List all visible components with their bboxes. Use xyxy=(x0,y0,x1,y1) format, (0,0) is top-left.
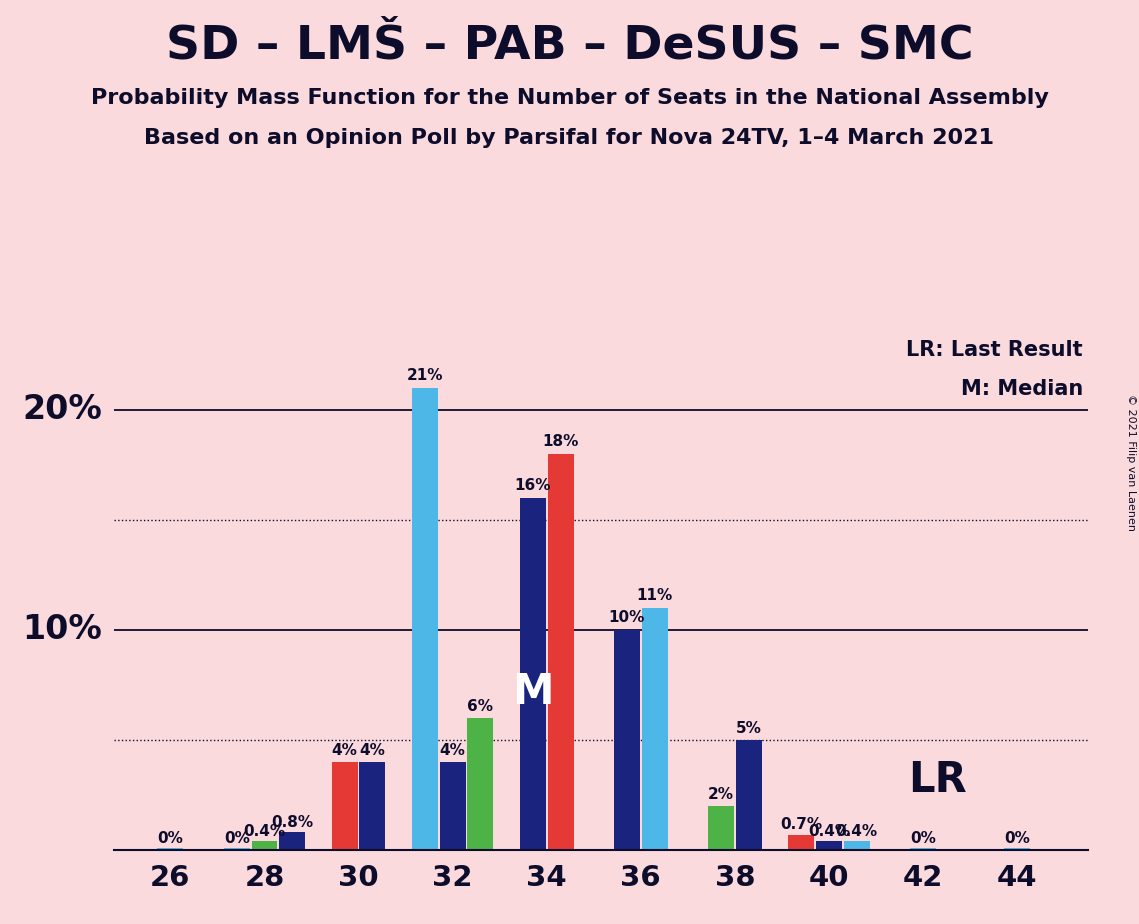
Text: 0.4%: 0.4% xyxy=(244,824,286,839)
Bar xyxy=(708,806,734,850)
Bar xyxy=(331,762,358,850)
Text: 16%: 16% xyxy=(515,479,551,493)
Text: Probability Mass Function for the Number of Seats in the National Assembly: Probability Mass Function for the Number… xyxy=(91,88,1048,108)
Text: 0.4%: 0.4% xyxy=(808,824,850,839)
Text: 0%: 0% xyxy=(223,831,249,845)
Text: 0%: 0% xyxy=(157,831,183,845)
Text: M: M xyxy=(513,671,554,712)
Text: 4%: 4% xyxy=(440,743,466,758)
Text: LR: Last Result: LR: Last Result xyxy=(907,340,1083,360)
Text: © 2021 Filip van Laenen: © 2021 Filip van Laenen xyxy=(1126,394,1136,530)
Text: 4%: 4% xyxy=(360,743,385,758)
Text: SD – LMŠ – PAB – DeSUS – SMC: SD – LMŠ – PAB – DeSUS – SMC xyxy=(165,23,974,68)
Bar xyxy=(910,848,936,850)
Bar xyxy=(614,630,640,850)
Bar xyxy=(157,848,183,850)
Text: 10%: 10% xyxy=(608,611,645,626)
Text: 11%: 11% xyxy=(637,589,673,603)
Bar xyxy=(252,841,278,850)
Text: 0%: 0% xyxy=(910,831,936,845)
Text: 0%: 0% xyxy=(1005,831,1030,845)
Bar xyxy=(519,498,546,850)
Bar xyxy=(548,454,574,850)
Bar xyxy=(1005,848,1030,850)
Text: 4%: 4% xyxy=(331,743,358,758)
Text: 0.8%: 0.8% xyxy=(271,815,313,831)
Bar xyxy=(816,841,842,850)
Text: 0.4%: 0.4% xyxy=(836,824,878,839)
Bar xyxy=(788,834,814,850)
Bar xyxy=(223,848,249,850)
Text: 6%: 6% xyxy=(467,699,493,713)
Text: 5%: 5% xyxy=(736,721,762,736)
Text: M: Median: M: Median xyxy=(960,379,1083,399)
Text: 21%: 21% xyxy=(407,369,443,383)
Bar xyxy=(641,608,667,850)
Text: 0.7%: 0.7% xyxy=(780,818,822,833)
Text: 20%: 20% xyxy=(23,394,103,426)
Bar xyxy=(844,841,870,850)
Text: Based on an Opinion Poll by Parsifal for Nova 24TV, 1–4 March 2021: Based on an Opinion Poll by Parsifal for… xyxy=(145,128,994,148)
Bar xyxy=(736,740,762,850)
Text: LR: LR xyxy=(908,759,967,800)
Text: 10%: 10% xyxy=(23,614,103,647)
Bar xyxy=(440,762,466,850)
Bar xyxy=(412,388,437,850)
Text: 18%: 18% xyxy=(542,434,579,449)
Bar xyxy=(467,718,493,850)
Text: 2%: 2% xyxy=(708,786,734,802)
Bar xyxy=(360,762,385,850)
Bar xyxy=(279,833,305,850)
